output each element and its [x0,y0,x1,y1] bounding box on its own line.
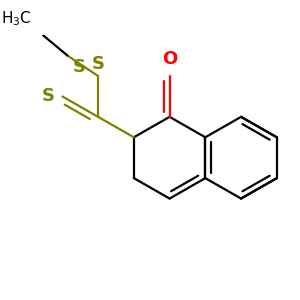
Text: S: S [92,56,105,74]
Text: S: S [42,87,55,105]
Text: S: S [73,58,85,76]
Text: O: O [162,50,177,68]
Text: H$_3$C: H$_3$C [1,9,32,28]
